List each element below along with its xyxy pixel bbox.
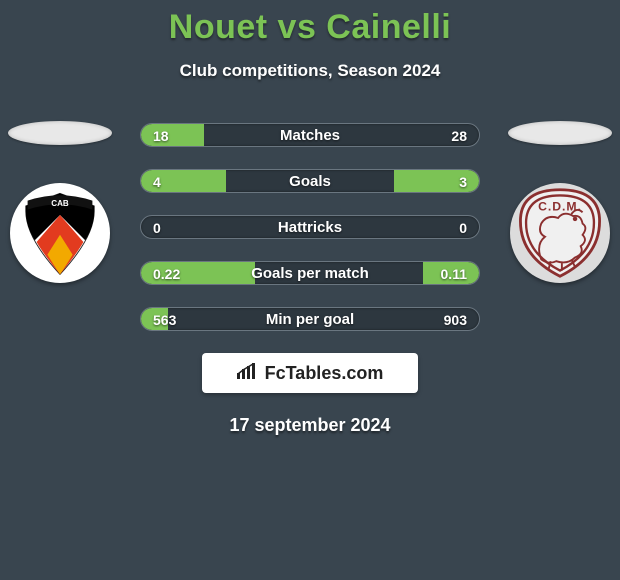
stat-label: Goals per match [141, 262, 479, 285]
stat-label: Min per goal [141, 308, 479, 331]
left-player-column: CAB [0, 121, 120, 283]
content-area: CAB C.D.M. 1828Matches 43Goals 00Hattricks… [0, 121, 620, 436]
stat-bar: 43Goals [140, 169, 480, 193]
club-logo-left: CAB [10, 183, 110, 283]
player-photo-placeholder-left [8, 121, 112, 145]
stat-label: Goals [141, 170, 479, 193]
chart-icon [237, 363, 259, 384]
stat-bar: 563903Min per goal [140, 307, 480, 331]
stat-label: Hattricks [141, 216, 479, 239]
right-player-column: C.D.M. [500, 121, 620, 283]
branding-text: FcTables.com [265, 363, 384, 384]
subtitle: Club competitions, Season 2024 [0, 61, 620, 81]
club-logo-right: C.D.M. [510, 183, 610, 283]
stat-bar: 1828Matches [140, 123, 480, 147]
branding-badge: FcTables.com [202, 353, 418, 393]
player-photo-placeholder-right [508, 121, 612, 145]
comparison-bars: 1828Matches 43Goals 00Hattricks 0.220.11Goa… [140, 121, 480, 331]
page-title: Nouet vs Cainelli [0, 0, 620, 47]
svg-text:CAB: CAB [51, 199, 69, 208]
stat-bar: 0.220.11Goals per match [140, 261, 480, 285]
stat-label: Matches [141, 124, 479, 147]
page-root: Nouet vs Cainelli Club competitions, Sea… [0, 0, 620, 580]
date-label: 17 september 2024 [0, 415, 620, 436]
stat-bar: 00Hattricks [140, 215, 480, 239]
